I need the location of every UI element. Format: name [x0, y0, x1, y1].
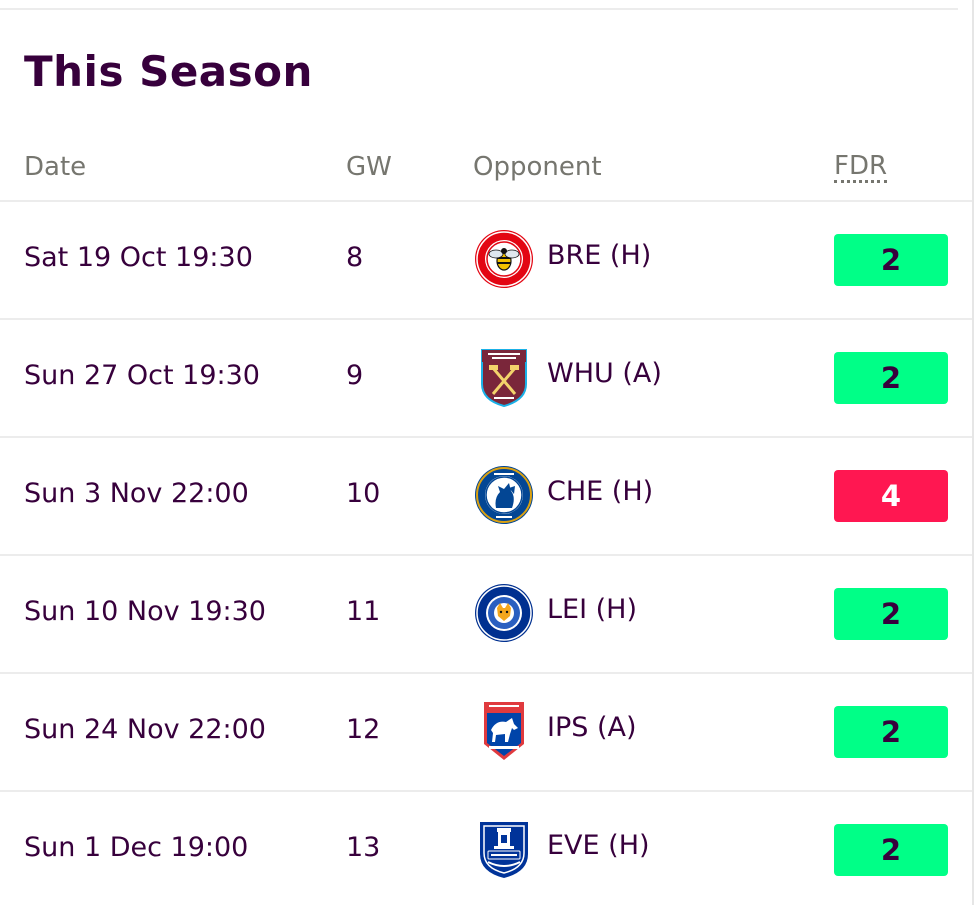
header-fdr[interactable]: FDR — [834, 151, 888, 183]
fixtures-list: Sat 19 Oct 19:30 8 BRE (H) 2 Sun 27 Oct … — [0, 202, 972, 908]
fdr-badge: 2 — [834, 706, 948, 758]
leicester-badge-icon — [475, 584, 533, 642]
brentford-badge-icon — [475, 230, 533, 288]
fixture-opponent: IPS (A) — [547, 712, 637, 743]
header-opponent: Opponent — [473, 152, 602, 182]
header-gw: GW — [346, 152, 392, 182]
fixture-gw: 10 — [346, 478, 381, 509]
right-divider — [972, 0, 974, 905]
fixture-row: Sun 3 Nov 22:00 10 CHE (H) 4 — [0, 438, 972, 556]
fixture-date: Sun 10 Nov 19:30 — [24, 596, 266, 627]
everton-badge-icon — [480, 822, 528, 878]
fixture-date: Sun 3 Nov 22:00 — [24, 478, 249, 509]
fixture-opponent: BRE (H) — [547, 240, 652, 271]
fdr-badge: 2 — [834, 234, 948, 286]
fixture-gw: 8 — [346, 242, 364, 273]
fixture-gw: 9 — [346, 360, 364, 391]
ipswich-badge-icon — [484, 702, 524, 760]
fixture-date: Sat 19 Oct 19:30 — [24, 242, 253, 273]
fixture-date: Sun 24 Nov 22:00 — [24, 714, 266, 745]
fixture-gw: 12 — [346, 714, 381, 745]
west-ham-badge-icon — [481, 349, 527, 408]
top-divider — [0, 8, 958, 10]
header-date: Date — [24, 152, 87, 182]
fixture-row: Sun 10 Nov 19:30 11 LEI (H) 2 — [0, 556, 972, 674]
fixture-opponent: LEI (H) — [547, 594, 638, 625]
fixture-opponent: CHE (H) — [547, 476, 654, 507]
fixture-opponent: EVE (H) — [547, 830, 650, 861]
fixture-row: Sun 27 Oct 19:30 9 WHU (A) 2 — [0, 320, 972, 438]
fixture-date: Sun 27 Oct 19:30 — [24, 360, 260, 391]
section-title: This Season — [24, 47, 313, 96]
chelsea-badge-icon — [475, 466, 533, 524]
table-header: Date GW Opponent FDR — [0, 142, 972, 202]
fdr-badge: 4 — [834, 470, 948, 522]
fdr-badge: 2 — [834, 824, 948, 876]
fixture-gw: 11 — [346, 596, 381, 627]
fixture-row: Sun 24 Nov 22:00 12 IPS (A) 2 — [0, 674, 972, 792]
fixture-opponent: WHU (A) — [547, 358, 662, 389]
fixture-row: Sat 19 Oct 19:30 8 BRE (H) 2 — [0, 202, 972, 320]
fixture-row: Sun 1 Dec 19:00 13 EVE (H) 2 — [0, 792, 972, 908]
fdr-badge: 2 — [834, 352, 948, 404]
fixture-gw: 13 — [346, 832, 381, 863]
fixture-date: Sun 1 Dec 19:00 — [24, 832, 249, 863]
fdr-badge: 2 — [834, 588, 948, 640]
